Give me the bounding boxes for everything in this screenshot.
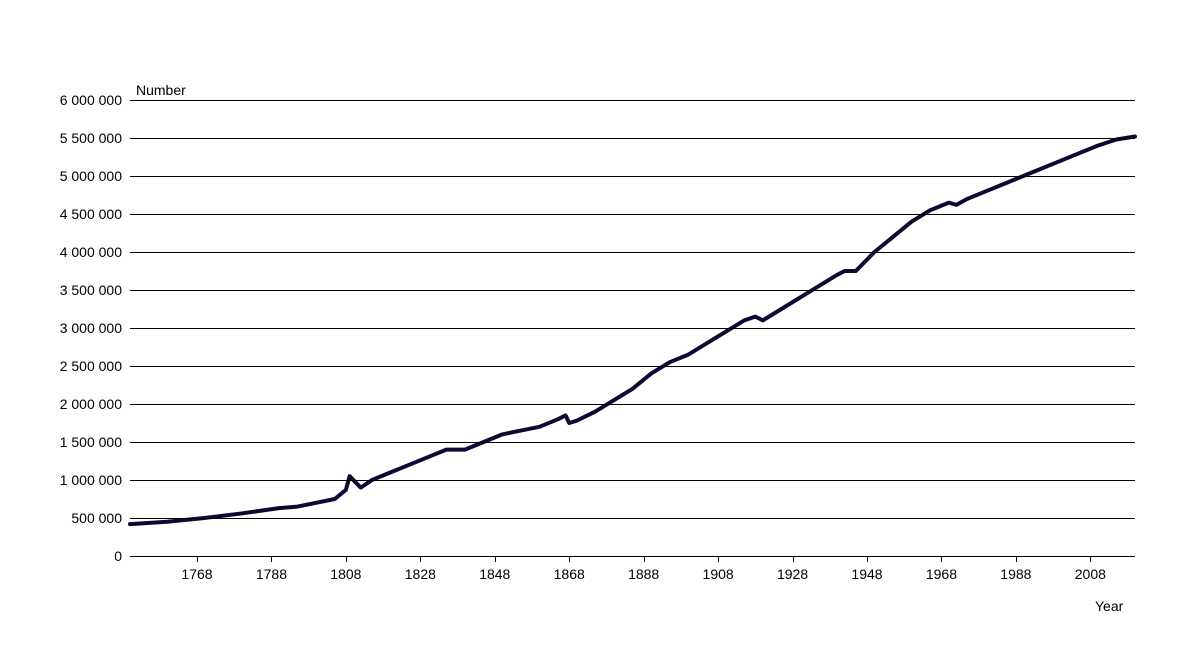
y-tick-label: 2 000 000	[60, 396, 130, 412]
x-tick	[1090, 556, 1091, 562]
y-tick-label: 4 000 000	[60, 244, 130, 260]
y-tick-label: 0	[114, 548, 130, 564]
gridline	[130, 442, 1135, 443]
x-tick	[569, 556, 570, 562]
x-tick-label: 1988	[1000, 566, 1031, 582]
x-axis-title: Year	[1095, 598, 1123, 614]
x-tick	[495, 556, 496, 562]
x-tick	[867, 556, 868, 562]
plot-area: 0500 0001 000 0001 500 0002 000 0002 500…	[130, 100, 1135, 556]
x-tick	[644, 556, 645, 562]
y-tick-label: 2 500 000	[60, 358, 130, 374]
y-tick-label: 4 500 000	[60, 206, 130, 222]
x-tick	[197, 556, 198, 562]
gridline	[130, 100, 1135, 101]
data-line	[130, 136, 1135, 524]
x-tick	[271, 556, 272, 562]
gridline	[130, 518, 1135, 519]
x-tick-label: 1888	[628, 566, 659, 582]
x-tick-label: 1848	[479, 566, 510, 582]
x-tick-label: 1868	[554, 566, 585, 582]
x-tick-label: 1948	[851, 566, 882, 582]
y-tick-label: 500 000	[71, 510, 130, 526]
gridline	[130, 480, 1135, 481]
x-tick	[346, 556, 347, 562]
y-tick-label: 3 000 000	[60, 320, 130, 336]
gridline	[130, 556, 1135, 557]
y-tick-label: 6 000 000	[60, 92, 130, 108]
y-tick-label: 1 000 000	[60, 472, 130, 488]
x-tick-label: 1808	[330, 566, 361, 582]
x-tick-label: 1768	[181, 566, 212, 582]
gridline	[130, 328, 1135, 329]
x-tick	[941, 556, 942, 562]
gridline	[130, 214, 1135, 215]
x-tick	[793, 556, 794, 562]
gridline	[130, 176, 1135, 177]
gridline	[130, 290, 1135, 291]
x-tick-label: 1928	[777, 566, 808, 582]
x-tick-label: 1828	[405, 566, 436, 582]
gridline	[130, 252, 1135, 253]
gridline	[130, 404, 1135, 405]
y-tick-label: 5 500 000	[60, 130, 130, 146]
y-tick-label: 5 000 000	[60, 168, 130, 184]
population-line-chart: 0 500 000 1 000 000 1 500 000 2 000 000 2 500…	[0, 0, 1193, 664]
x-tick	[1016, 556, 1017, 562]
x-tick	[718, 556, 719, 562]
y-tick-label: 3 500 000	[60, 282, 130, 298]
y-tick-label: 1 500 000	[60, 434, 130, 450]
gridline	[130, 138, 1135, 139]
y-axis-title: Number	[136, 82, 186, 98]
x-tick-label: 1908	[703, 566, 734, 582]
x-tick-label: 1968	[926, 566, 957, 582]
x-tick-label: 1788	[256, 566, 287, 582]
x-tick	[420, 556, 421, 562]
x-tick-label: 2008	[1075, 566, 1106, 582]
gridline	[130, 366, 1135, 367]
